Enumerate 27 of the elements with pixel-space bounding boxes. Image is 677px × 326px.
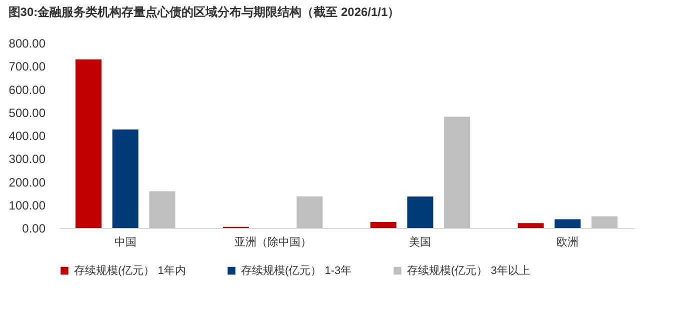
x-tick-label: 亚洲（除中国） — [234, 236, 312, 248]
bar — [592, 216, 618, 228]
y-tick-label: 0.00 — [22, 222, 46, 236]
bar — [149, 191, 176, 228]
bar — [296, 196, 323, 228]
bar — [407, 196, 434, 228]
x-tick-label: 欧洲 — [556, 236, 579, 248]
y-tick-label: 300.00 — [8, 152, 46, 166]
bar — [112, 129, 138, 228]
y-tick-label: 800.00 — [8, 36, 46, 50]
y-tick-label: 200.00 — [8, 175, 46, 190]
bar — [370, 222, 396, 228]
legend-label: 存续规模(亿元） 3年以上 — [407, 264, 530, 277]
y-tick-label: 500.00 — [8, 106, 46, 120]
bar — [554, 219, 581, 228]
y-tick-label: 700.00 — [8, 60, 46, 74]
y-tick-label: 400.00 — [8, 129, 46, 143]
y-tick-label: 100.00 — [8, 198, 46, 212]
bar — [75, 59, 102, 228]
chart-title: 图30:金融服务类机构存量点心债的区域分布与期限结构（截至 2026/1/1） — [8, 5, 400, 19]
x-tick-label: 美国 — [409, 236, 432, 248]
x-tick-label: 中国 — [114, 236, 136, 248]
legend-label: 存续规模(亿元） 1年内 — [74, 264, 186, 277]
bar — [444, 116, 470, 228]
bar — [518, 223, 544, 228]
y-tick-label: 600.00 — [8, 82, 46, 97]
legend-label: 存续规模(亿元） 1-3年 — [241, 264, 352, 277]
